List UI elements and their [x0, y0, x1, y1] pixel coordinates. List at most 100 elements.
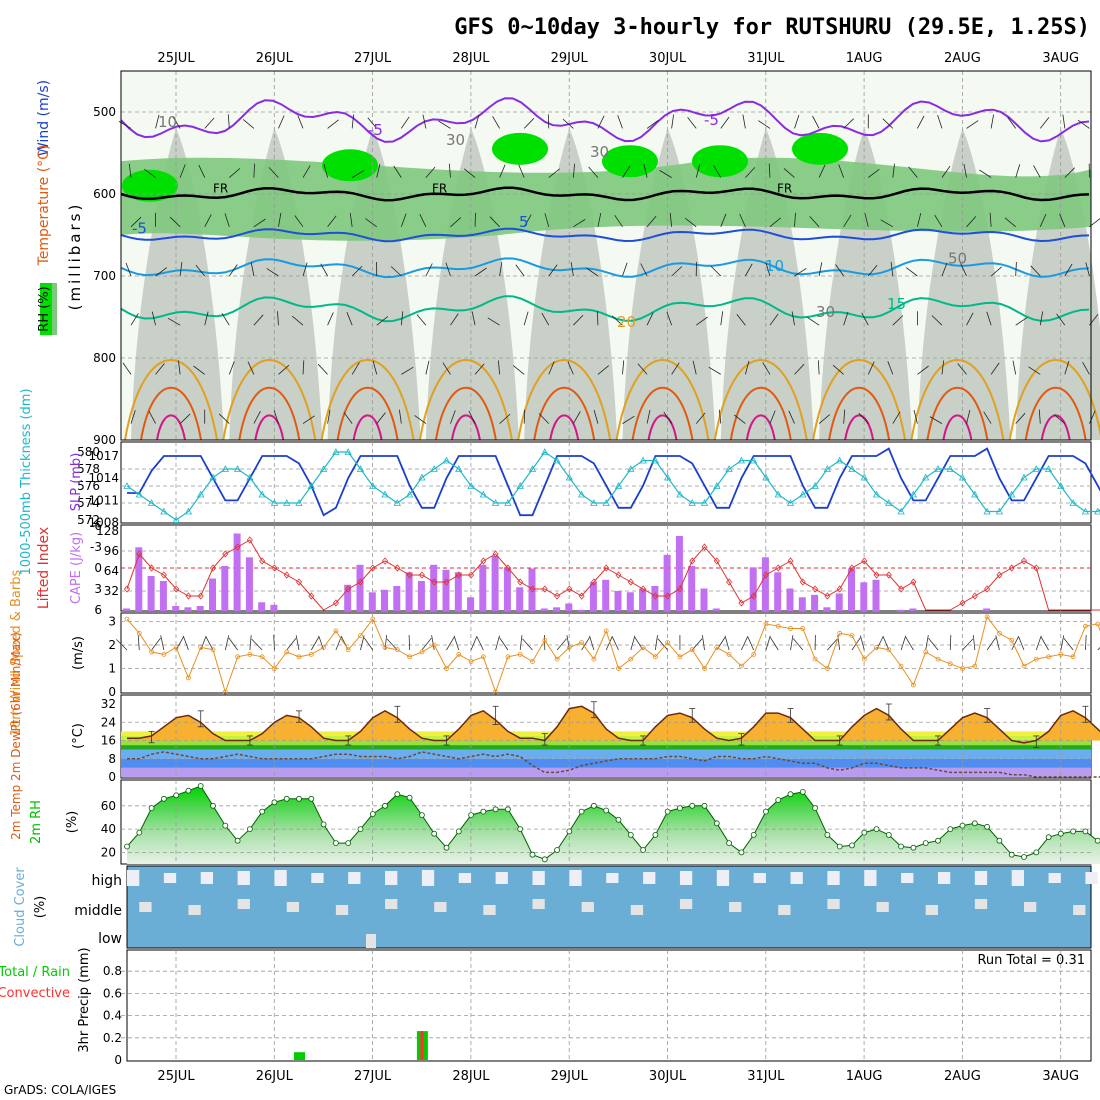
rh-point	[1070, 828, 1076, 835]
wind-barb	[586, 267, 599, 277]
wind-barb	[744, 360, 750, 375]
wind-barb	[835, 264, 845, 277]
wind-speed-point	[431, 642, 437, 648]
isotherm-30-arch	[1040, 414, 1071, 441]
rh-point	[124, 843, 130, 850]
thickness-point	[811, 482, 819, 489]
wind-barb	[1033, 165, 1041, 178]
wind-barb	[148, 411, 156, 424]
thickness-point	[516, 482, 524, 489]
lifted-index-point	[1020, 557, 1028, 565]
cloud-gap-middle	[876, 902, 889, 912]
wind-barb	[687, 117, 697, 129]
thickness-point	[246, 473, 254, 481]
wind-barb	[790, 635, 794, 651]
rh-point	[259, 808, 266, 815]
thickness-point	[455, 465, 463, 472]
slp-ytick: 1017	[88, 449, 119, 463]
wind-barb	[1015, 261, 1017, 277]
isotherm-30-arch	[450, 414, 481, 441]
li-ytick: 0	[94, 561, 102, 575]
wind-barb	[372, 360, 378, 375]
cloud-gap-high	[1085, 872, 1098, 884]
thickness-point	[786, 499, 795, 506]
wind-barb	[195, 264, 206, 277]
lifted-index-point	[910, 578, 917, 586]
thickness-point	[762, 473, 770, 481]
lifted-index-point	[185, 592, 192, 600]
precip-ylabel-total: Total / Rain	[0, 965, 70, 980]
wind-barb	[769, 637, 779, 651]
wind-barb	[983, 411, 992, 424]
wind-barb	[769, 217, 781, 228]
li-ytick: -3	[90, 540, 102, 554]
wind-speed-point	[923, 649, 929, 655]
cloud-level-label: high	[91, 873, 122, 889]
isotherm-30-arch	[745, 414, 776, 441]
wind-barb	[809, 216, 820, 228]
cloud-gap-high	[532, 871, 545, 885]
thickness-point	[1094, 507, 1100, 515]
wind-speed-point	[1083, 623, 1088, 629]
rh-line	[126, 785, 1100, 860]
wind-barb	[204, 214, 212, 227]
wind-speed-point	[505, 654, 511, 660]
lifted-index-point	[615, 571, 622, 579]
cloud-gap-middle	[679, 899, 693, 909]
wind-barb	[495, 635, 500, 651]
li-ytick: -6	[90, 519, 102, 533]
wind-barb	[1030, 265, 1041, 277]
lifted-index-point	[664, 592, 671, 600]
wind-barb	[960, 263, 967, 277]
wind-barb	[1015, 164, 1021, 178]
rh-point	[369, 811, 376, 817]
cape-bar	[467, 597, 475, 612]
cloud-gap-high	[200, 872, 214, 884]
wind-barb	[941, 360, 945, 375]
wind-barb	[972, 635, 976, 651]
wind-barb	[966, 216, 977, 228]
wind-speed-point	[947, 661, 953, 667]
cloud-gap-high	[606, 873, 619, 883]
wind-barb	[130, 410, 136, 424]
wind-barb	[499, 637, 509, 651]
wind-speed-point	[235, 654, 241, 660]
wind-barb	[327, 119, 339, 129]
cape-bar	[430, 564, 438, 612]
thickness-point	[1044, 465, 1053, 472]
wind-barb	[471, 311, 476, 326]
cape-bar	[835, 593, 843, 611]
contour-label: FR	[777, 181, 792, 195]
cloud-gap-high	[1011, 870, 1024, 886]
wind-barb	[294, 215, 304, 228]
temp-ytick: 0	[108, 770, 116, 784]
cloud-gap-middle	[729, 902, 742, 912]
rh-point	[922, 840, 929, 846]
thickness-point	[995, 507, 1004, 515]
contour-label: 30	[446, 131, 465, 149]
wind-barb	[567, 361, 574, 375]
thickness-point	[344, 448, 352, 455]
thickness-point	[590, 499, 598, 506]
cape-ytick: 64	[104, 564, 119, 578]
cape-bar	[700, 588, 708, 611]
wind-barb	[310, 636, 320, 651]
lifted-index-point	[283, 571, 290, 579]
wind-speed-point	[603, 628, 609, 634]
wind-barb	[302, 360, 305, 375]
thickness-point	[651, 456, 660, 464]
cape-bar	[417, 581, 425, 611]
wind-speed-point	[874, 645, 879, 650]
wind-barb	[941, 262, 948, 277]
cloud-gap-high	[421, 870, 435, 886]
thickness-point	[688, 499, 696, 506]
rh-point	[689, 802, 696, 809]
wind-barb	[450, 410, 456, 424]
thickness-point	[1008, 490, 1016, 498]
wind-barb	[720, 213, 727, 227]
wind-barb	[450, 313, 459, 326]
thickness-point	[307, 482, 315, 489]
upper-ylabel-units: (millibars)	[66, 202, 84, 311]
wind-speed-point	[628, 656, 634, 662]
wind-speed-point	[837, 630, 843, 636]
